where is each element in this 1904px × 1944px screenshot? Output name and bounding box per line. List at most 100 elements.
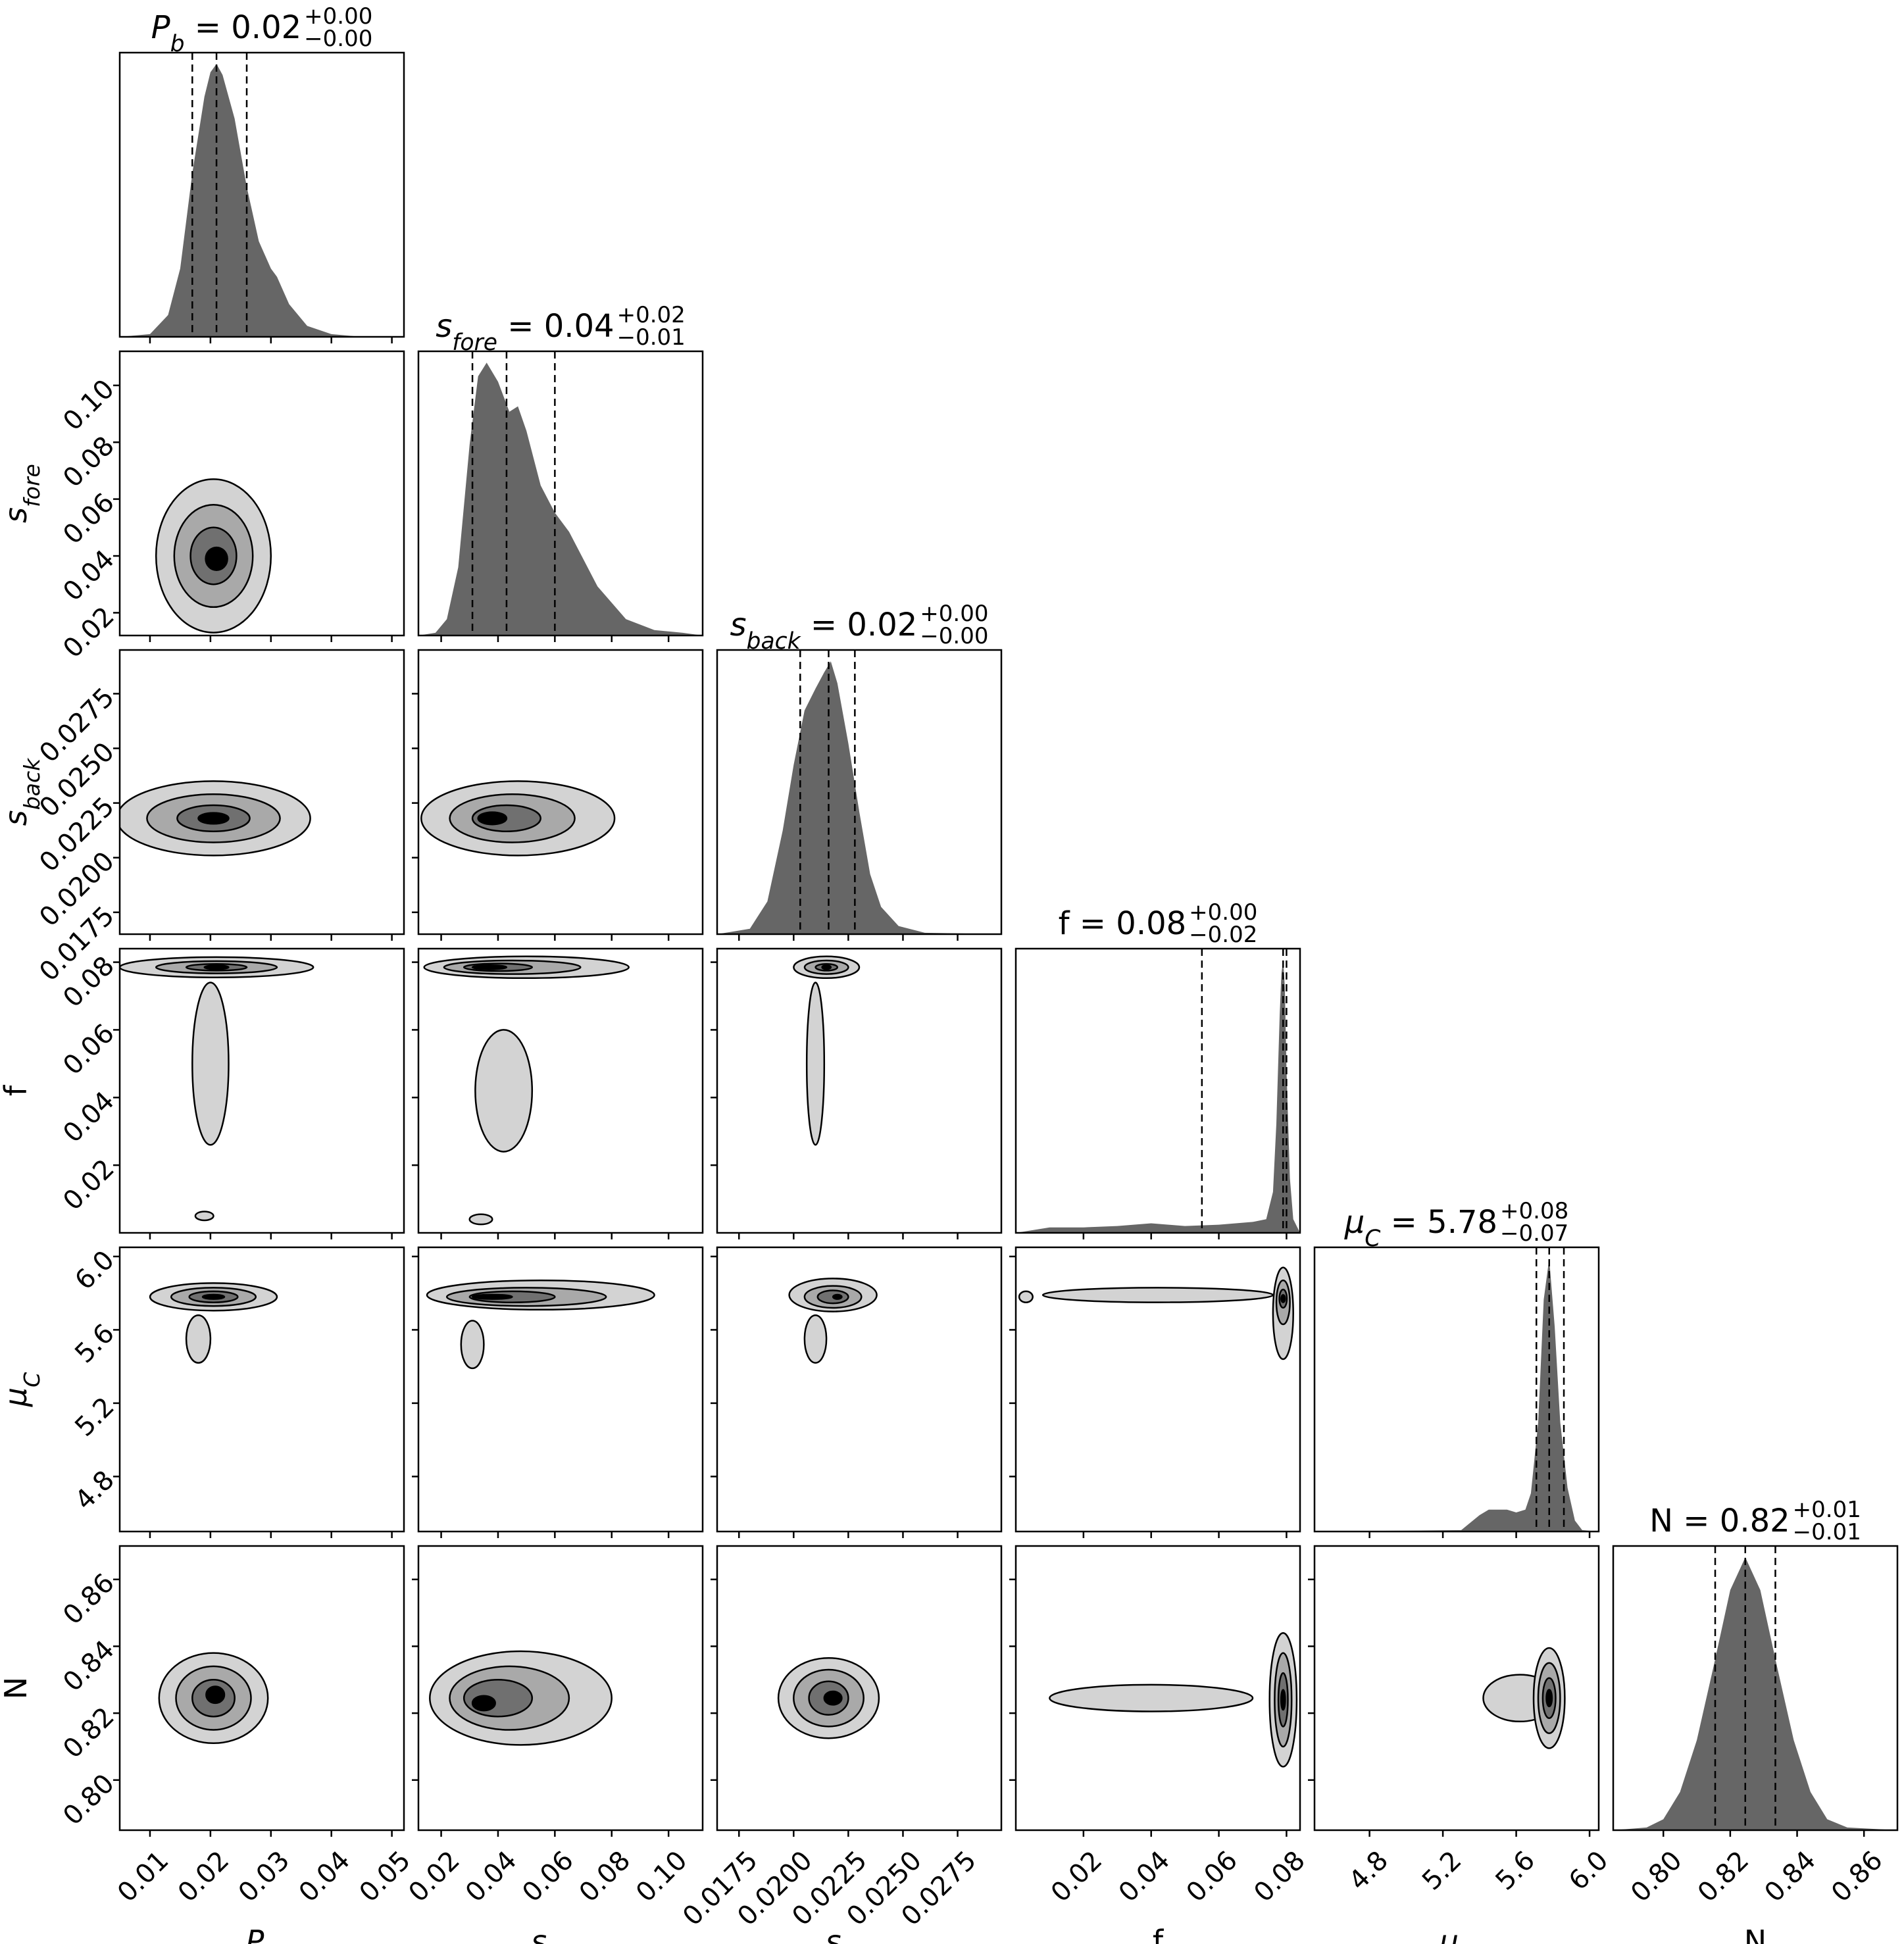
panel-frame [1612,1545,1899,1832]
x-tick-label-N: 0.86 [1826,1845,1889,1908]
x-tick-label-f: 0.04 [1113,1845,1176,1908]
title-label-f: f [1059,905,1070,942]
y-axis-label-sback-subscript: back [19,757,45,810]
contour-level-3-muC-Pb [201,1293,226,1300]
title-label-sfore: s [436,308,452,345]
x-axis-label-Pb: Pb [246,1924,278,1944]
y-tick-label-N: 0.82 [57,1701,120,1764]
title-minus-sfore: −0.01 [617,324,686,351]
title-plus-f: +0.00 [1189,899,1257,926]
panel-frame [417,649,704,935]
panel-f-Pb: 0.020.040.060.08 [57,947,405,1239]
title-plus-sback: +0.00 [920,601,988,627]
x-axis-label-sback: sback [826,1924,894,1944]
contour-level-4-N-muC [1545,1689,1553,1708]
y-tick-label-muC: 4.8 [69,1465,120,1516]
contour-level-5-f-sfore [468,1213,493,1226]
y-tick-label-N: 0.86 [57,1568,120,1631]
panel-N-Pb: 0.010.020.030.040.05 0.800.820.840.86 [57,1545,416,1908]
title-value-sfore: 0.04 [544,308,614,345]
y-tick-label-sfore: 0.04 [57,544,120,607]
panel-frame [118,350,405,637]
title-sback: sback = 0.02 [730,607,918,655]
contour-level-3-sback-Pb [197,812,230,825]
title-minus-Pb: −0.00 [304,26,372,52]
y-axis-label-muC-subscript: C [19,1372,45,1387]
histogram-Pb [120,64,404,337]
panel-frame [716,649,1003,935]
panel-frame [716,1545,1003,1832]
panel-sfore-sfore: sfore = 0.04 +0.02−0.01 [417,302,704,642]
y-tick-label-sfore: 0.10 [57,374,120,437]
histogram-muC [1315,1259,1599,1532]
contour-level-5-f-Pb [194,1210,214,1222]
title-value-Pb: 0.02 [231,9,301,46]
x-tick-label-sfore: 0.06 [516,1845,580,1908]
panel-frame [417,1545,704,1832]
x-tick-label-Pb: 0.02 [172,1845,236,1908]
x-tick-label-N: 0.80 [1625,1845,1688,1908]
title-sfore: sfore = 0.04 [436,308,614,356]
panel-frame [1313,1545,1600,1832]
title-N: N = 0.82 [1649,1503,1790,1539]
panel-frame [1313,1246,1600,1533]
panel-N-sfore: 0.020.040.060.080.10 [403,1545,704,1908]
x-tick-label-sfore: 0.02 [403,1845,466,1908]
panel-N-muC: 4.8 5.2 5.6 6.0 [1308,1545,1615,1897]
x-axis-label-f: f [1153,1924,1165,1944]
x-tick-label-f: 0.02 [1045,1845,1109,1908]
x-axis-label-muC-base: μ [1439,1924,1459,1944]
panel-frame [1015,1246,1301,1533]
y-axis-label-N: N [0,1677,34,1699]
panel-frame [1015,1545,1301,1832]
title-label-muC: μ [1344,1204,1365,1241]
histogram-sfore [418,362,703,636]
y-axis-label-muC-base: μ [0,1387,34,1407]
contour-level-4-N-f [1280,1689,1286,1711]
panel-muC-f [1009,1246,1301,1538]
contour-level-0-N-f [1049,1683,1254,1712]
y-axis-label-muC: μC [0,1372,45,1407]
x-axis-label-N: N [1744,1924,1766,1944]
y-axis-label-N-base: N [0,1677,34,1699]
panel-N-f: 0.02 0.04 0.06 0.08 [1009,1545,1311,1908]
panel-frame [118,947,405,1234]
title-plus-Pb: +0.00 [304,3,372,30]
panel-muC-sfore [412,1246,704,1538]
y-axis-label-sfore: sfore [0,464,45,523]
panel-frame [118,1545,405,1832]
x-tick-label-muC: 6.0 [1563,1845,1615,1897]
panel-frame [118,51,405,338]
x-axis-label-muC: μC [1439,1924,1474,1944]
y-axis-label-sback: sback [0,757,45,826]
x-axis-label-sfore-base: s [531,1924,547,1944]
x-axis-label-N-base: N [1744,1924,1766,1944]
x-tick-label-muC: 4.8 [1343,1845,1395,1897]
contour-level-2-N-sfore [463,1678,534,1718]
panel-sback-sfore [412,649,704,941]
y-tick-label-N: 0.80 [57,1768,120,1832]
x-axis-label-f-base: f [1153,1924,1165,1944]
y-tick-label-f: 0.06 [57,1018,120,1082]
y-tick-label-sfore: 0.06 [57,487,120,551]
contour-level-4-f-Pb [191,982,230,1146]
title-label-Pb: P [151,9,170,46]
y-tick-label-f: 0.04 [57,1086,120,1149]
title-Pb: Pb = 0.02 [151,9,302,57]
panel-N-N: N = 0.82 +0.01−0.010.80 0.82 0.84 0.86 [1612,1497,1899,1908]
histogram-N [1613,1557,1897,1830]
title-label-sback: s [730,607,747,643]
x-tick-label-N: 0.82 [1692,1845,1755,1908]
histogram-f [1016,960,1300,1233]
title-value-muC: 5.78 [1427,1204,1497,1241]
panel-frame [716,1246,1003,1533]
panel-muC-sback [711,1246,1003,1538]
x-tick-label-Pb: 0.04 [293,1845,357,1908]
title-value-sback: 0.02 [847,607,917,643]
panel-f-sback [711,947,1003,1239]
title-minus-muC: −0.07 [1500,1220,1568,1247]
contour-level-4-muC-Pb [185,1314,212,1364]
title-value-N: 0.82 [1720,1503,1790,1539]
